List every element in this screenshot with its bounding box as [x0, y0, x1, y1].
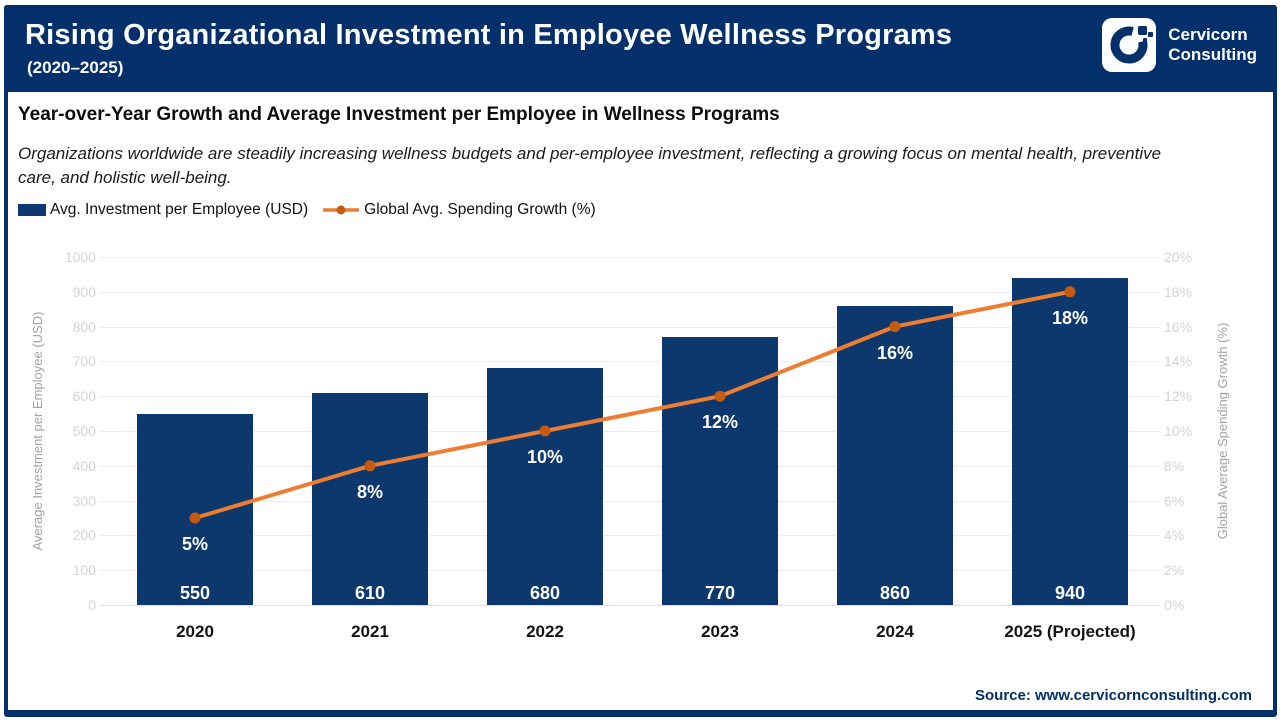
logo-name-line1: Cervicorn — [1168, 25, 1248, 44]
legend-bar-label: Avg. Investment per Employee (USD) — [50, 201, 309, 218]
company-logo-icon — [1102, 18, 1157, 72]
logo-name-line2: Consulting — [1168, 45, 1257, 64]
source-text: Source: www.cervicornconsulting.com — [974, 687, 1252, 704]
header-banner: Rising Organizational Investment in Empl… — [4, 5, 1277, 92]
chart-heading: Year-over-Year Growth and Average Invest… — [18, 104, 780, 125]
page-title: Rising Organizational Investment in Empl… — [25, 19, 953, 51]
logo-text: Cervicorn Consulting — [1168, 25, 1257, 65]
page-subtitle: (2020–2025) — [27, 58, 124, 77]
line-series-icon — [323, 205, 360, 215]
chart-legend: Avg. Investment per Employee (USD) Globa… — [18, 201, 596, 219]
bar-series-swatch-icon — [18, 204, 46, 216]
logo: Cervicorn Consulting — [1102, 18, 1257, 72]
chart-description: Organizations worldwide are steadily inc… — [18, 144, 1162, 187]
legend-item-bar-series: Avg. Investment per Employee (USD) — [18, 201, 308, 219]
legend-item-line-series: Global Avg. Spending Growth (%) — [322, 201, 596, 219]
legend-line-label: Global Avg. Spending Growth (%) — [364, 201, 596, 218]
